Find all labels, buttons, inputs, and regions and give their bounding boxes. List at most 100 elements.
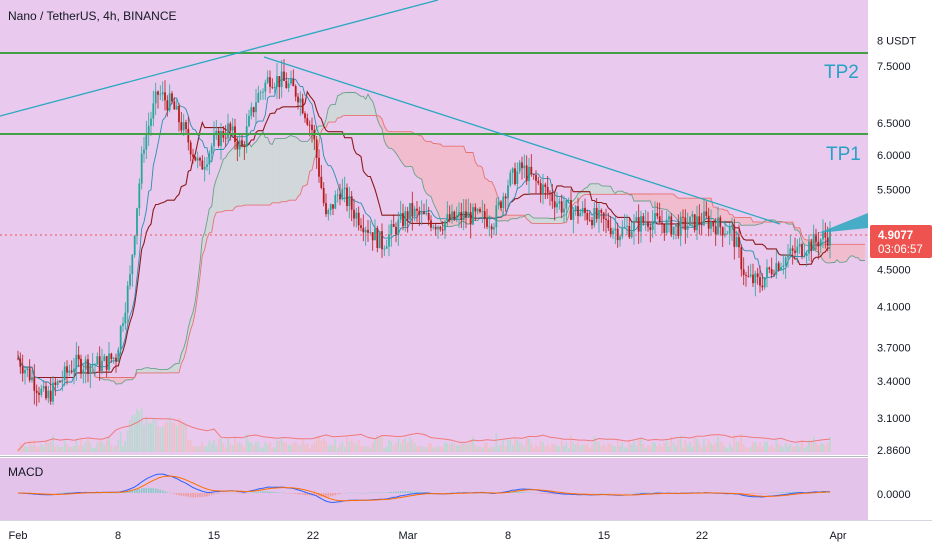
candle-body[interactable] <box>612 231 614 235</box>
candle-body[interactable] <box>131 255 133 274</box>
candle-body[interactable] <box>736 237 738 247</box>
candle-body[interactable] <box>33 377 35 391</box>
candle-body[interactable] <box>360 225 362 228</box>
candle-body[interactable] <box>495 205 497 227</box>
candle-body[interactable] <box>687 226 689 230</box>
candle-body[interactable] <box>199 158 201 161</box>
candle-body[interactable] <box>262 92 264 93</box>
candle-body[interactable] <box>166 100 168 110</box>
candle-body[interactable] <box>584 208 586 213</box>
candle-body[interactable] <box>29 368 31 380</box>
candle-body[interactable] <box>395 227 397 235</box>
candle-body[interactable] <box>775 263 777 275</box>
candle-body[interactable] <box>208 154 210 165</box>
candle-body[interactable] <box>304 113 306 118</box>
candle-body[interactable] <box>388 234 390 246</box>
candle-body[interactable] <box>579 213 581 216</box>
candle-body[interactable] <box>701 224 703 225</box>
candle-body[interactable] <box>78 355 80 359</box>
candle-body[interactable] <box>589 220 591 221</box>
candle-body[interactable] <box>624 227 626 228</box>
candle-body[interactable] <box>715 226 717 234</box>
candle-body[interactable] <box>502 197 504 209</box>
candle-body[interactable] <box>430 220 432 227</box>
candle-body[interactable] <box>782 266 784 267</box>
candle-body[interactable] <box>575 206 577 211</box>
candle-body[interactable] <box>640 216 642 231</box>
candle-body[interactable] <box>365 230 367 232</box>
candle-body[interactable] <box>323 188 325 203</box>
candle-body[interactable] <box>717 218 719 235</box>
candle-body[interactable] <box>66 366 68 372</box>
candle-body[interactable] <box>768 268 770 270</box>
candle-body[interactable] <box>327 210 329 214</box>
candle-body[interactable] <box>180 122 182 130</box>
candle-body[interactable] <box>423 212 425 214</box>
candle-body[interactable] <box>633 221 635 232</box>
candle-body[interactable] <box>267 77 269 83</box>
candle-body[interactable] <box>449 214 451 220</box>
candle-body[interactable] <box>642 216 644 222</box>
candle-body[interactable] <box>358 213 360 226</box>
candle-body[interactable] <box>36 391 38 393</box>
candle-body[interactable] <box>344 188 346 190</box>
candle-body[interactable] <box>647 222 649 227</box>
candle-body[interactable] <box>561 201 563 212</box>
candle-body[interactable] <box>40 389 42 395</box>
candle-body[interactable] <box>453 212 455 220</box>
candle-body[interactable] <box>505 197 507 199</box>
candle-body[interactable] <box>367 230 369 233</box>
candle-body[interactable] <box>87 359 89 374</box>
candle-body[interactable] <box>332 204 334 208</box>
candle-body[interactable] <box>547 187 549 193</box>
candle-body[interactable] <box>211 146 213 153</box>
candle-body[interactable] <box>731 225 733 227</box>
candle-body[interactable] <box>45 386 47 398</box>
candle-body[interactable] <box>598 210 600 219</box>
candle-body[interactable] <box>19 359 21 367</box>
candle-body[interactable] <box>183 122 185 130</box>
candle-body[interactable] <box>176 106 178 110</box>
candle-body[interactable] <box>549 193 551 194</box>
candle-body[interactable] <box>292 79 294 86</box>
candle-body[interactable] <box>649 227 651 230</box>
candle-body[interactable] <box>481 211 483 212</box>
candle-body[interactable] <box>500 202 502 209</box>
candle-body[interactable] <box>59 381 61 382</box>
candle-body[interactable] <box>124 313 126 324</box>
candle-body[interactable] <box>311 125 313 130</box>
candle-body[interactable] <box>173 102 175 110</box>
candle-body[interactable] <box>187 129 189 143</box>
candle-body[interactable] <box>127 286 129 313</box>
candle-body[interactable] <box>400 213 402 220</box>
candle-body[interactable] <box>253 107 255 112</box>
candle-body[interactable] <box>645 222 647 223</box>
candle-body[interactable] <box>374 228 376 240</box>
candle-body[interactable] <box>239 140 241 149</box>
candle-body[interactable] <box>194 157 196 161</box>
candle-body[interactable] <box>26 368 28 370</box>
candle-body[interactable] <box>103 356 105 361</box>
candle-body[interactable] <box>684 218 686 230</box>
candle-body[interactable] <box>136 208 138 236</box>
candle-body[interactable] <box>582 208 584 213</box>
candle-body[interactable] <box>673 227 675 235</box>
candle-body[interactable] <box>752 275 754 284</box>
candle-body[interactable] <box>827 237 829 245</box>
candle-body[interactable] <box>157 92 159 95</box>
candle-body[interactable] <box>206 164 208 167</box>
candle-body[interactable] <box>38 393 40 395</box>
candle-body[interactable] <box>92 365 94 366</box>
candle-body[interactable] <box>43 386 45 389</box>
candle-body[interactable] <box>295 86 297 97</box>
candle-body[interactable] <box>372 232 374 240</box>
candle-body[interactable] <box>631 231 633 237</box>
candle-body[interactable] <box>339 195 341 200</box>
candle-body[interactable] <box>274 87 276 88</box>
candle-body[interactable] <box>362 228 364 232</box>
candle-body[interactable] <box>379 231 381 248</box>
candle-body[interactable] <box>654 213 656 221</box>
candle-body[interactable] <box>190 142 192 154</box>
candle-body[interactable] <box>271 87 273 88</box>
